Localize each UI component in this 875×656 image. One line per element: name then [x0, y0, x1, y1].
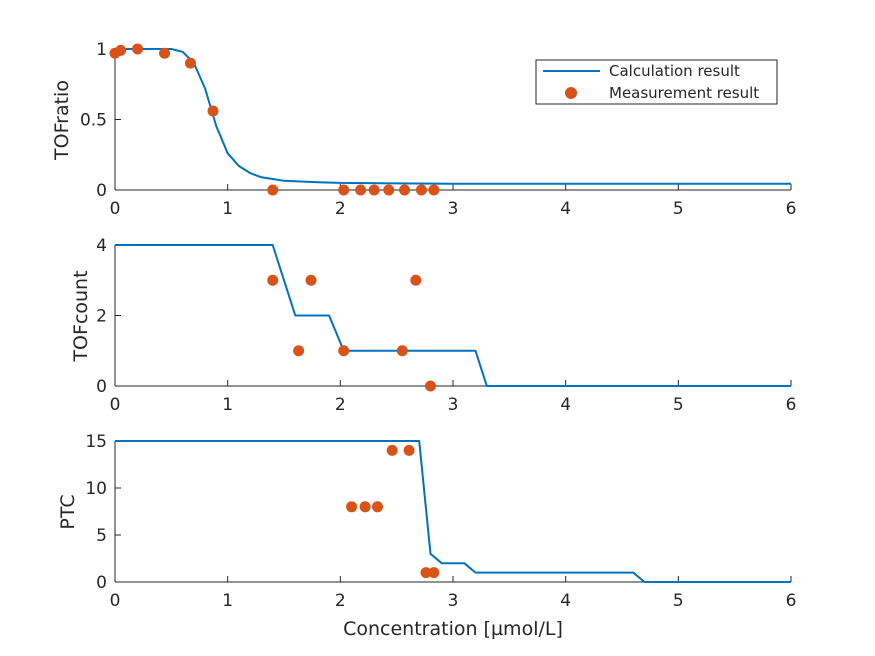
- x-tick-label-tofcount-1: 1: [222, 395, 233, 415]
- meas-point-ptc-5: [420, 567, 432, 579]
- meas-point-ptc-6: [428, 567, 440, 579]
- y-tick-label-tofcount-1: 2: [96, 307, 107, 327]
- meas-point-ptc-4: [403, 444, 415, 456]
- y-tick-label-tofratio-2: 1: [96, 40, 107, 60]
- y-tick-label-tofratio-1: 0.5: [80, 111, 107, 131]
- y-tick-label-ptc-3: 15: [85, 432, 107, 452]
- legend-calc-label: Calculation result: [609, 62, 740, 80]
- x-tick-label-ptc-2: 2: [335, 591, 346, 611]
- ylabel-ptc: PTC: [57, 494, 79, 529]
- meas-point-tofratio-12: [415, 184, 427, 196]
- meas-point-ptc-3: [386, 444, 398, 456]
- x-tick-label-tofcount-5: 5: [673, 395, 684, 415]
- x-tick-label-tofcount-0: 0: [110, 395, 121, 415]
- meas-point-tofratio-4: [184, 57, 196, 69]
- x-tick-label-tofcount-6: 6: [786, 395, 797, 415]
- meas-point-tofratio-11: [399, 184, 411, 196]
- meas-point-ptc-0: [346, 501, 358, 513]
- subplot-ptc: PTC 0 1 2 3 4 5 6 0 5 10 15: [57, 432, 796, 611]
- meas-point-tofratio-2: [132, 43, 144, 55]
- x-tick-label-tofcount-3: 3: [448, 395, 459, 415]
- meas-point-tofratio-5: [207, 105, 219, 117]
- x-tick-label-ptc-1: 1: [222, 591, 233, 611]
- y-tick-label-tofratio-0: 0: [96, 181, 107, 201]
- y-tick-label-tofcount-2: 4: [96, 236, 107, 256]
- meas-point-tofcount-1: [293, 345, 305, 357]
- x-tick-label-ptc-4: 4: [560, 591, 571, 611]
- x-tick-label-tofcount-2: 2: [335, 395, 346, 415]
- legend-meas-label: Measurement result: [609, 84, 759, 102]
- meas-point-tofratio-3: [159, 47, 171, 59]
- subplot-tofratio: TOFratio 0 1 2 3 4 5 6 0 0.5 1: [51, 40, 796, 219]
- x-tick-label-tofcount-4: 4: [560, 395, 571, 415]
- x-tick-label-tofratio-0: 0: [110, 199, 121, 219]
- y-tick-label-ptc-0: 0: [96, 573, 107, 593]
- x-tick-label-tofratio-1: 1: [222, 199, 233, 219]
- meas-point-tofratio-9: [368, 184, 380, 196]
- meas-point-ptc-1: [359, 501, 371, 513]
- meas-point-tofcount-2: [305, 274, 317, 286]
- ylabel-tofratio: TOFratio: [51, 80, 73, 161]
- meas-point-tofcount-6: [424, 380, 436, 392]
- y-tick-label-tofcount-0: 0: [96, 377, 107, 397]
- meas-point-tofratio-7: [338, 184, 350, 196]
- x-tick-label-tofratio-5: 5: [673, 199, 684, 219]
- meas-point-tofratio-13: [428, 184, 440, 196]
- subplot-tofcount: TOFcount 0 1 2 3 4 5 6 0 2 4: [70, 236, 796, 415]
- x-tick-label-ptc-6: 6: [786, 591, 797, 611]
- legend-meas-marker-sample: [565, 87, 577, 99]
- x-tick-label-tofratio-4: 4: [560, 199, 571, 219]
- x-tick-label-ptc-3: 3: [448, 591, 459, 611]
- meas-point-tofratio-6: [267, 184, 279, 196]
- x-tick-label-tofratio-2: 2: [335, 199, 346, 219]
- calc-line-ptc: [115, 440, 791, 583]
- x-tick-label-tofratio-6: 6: [786, 199, 797, 219]
- meas-point-tofcount-5: [410, 274, 422, 286]
- x-tick-label-tofratio-3: 3: [448, 199, 459, 219]
- meas-point-tofratio-8: [355, 184, 367, 196]
- meas-point-tofratio-1: [115, 44, 127, 56]
- ylabel-tofcount: TOFcount: [70, 270, 92, 362]
- legend: Calculation result Measurement result: [535, 59, 778, 105]
- meas-point-ptc-2: [372, 501, 384, 513]
- x-tick-label-ptc-5: 5: [673, 591, 684, 611]
- legend-box: [535, 59, 778, 105]
- y-tick-label-ptc-2: 10: [85, 479, 107, 499]
- meas-point-tofcount-4: [396, 345, 408, 357]
- calc-line-tofcount: [115, 244, 791, 387]
- y-tick-label-ptc-1: 5: [96, 526, 107, 546]
- x-tick-label-ptc-0: 0: [110, 591, 121, 611]
- meas-point-tofcount-3: [338, 345, 350, 357]
- xlabel-concentration: Concentration [µmol/L]: [343, 618, 563, 640]
- meas-point-tofratio-10: [383, 184, 395, 196]
- meas-point-tofcount-0: [267, 274, 279, 286]
